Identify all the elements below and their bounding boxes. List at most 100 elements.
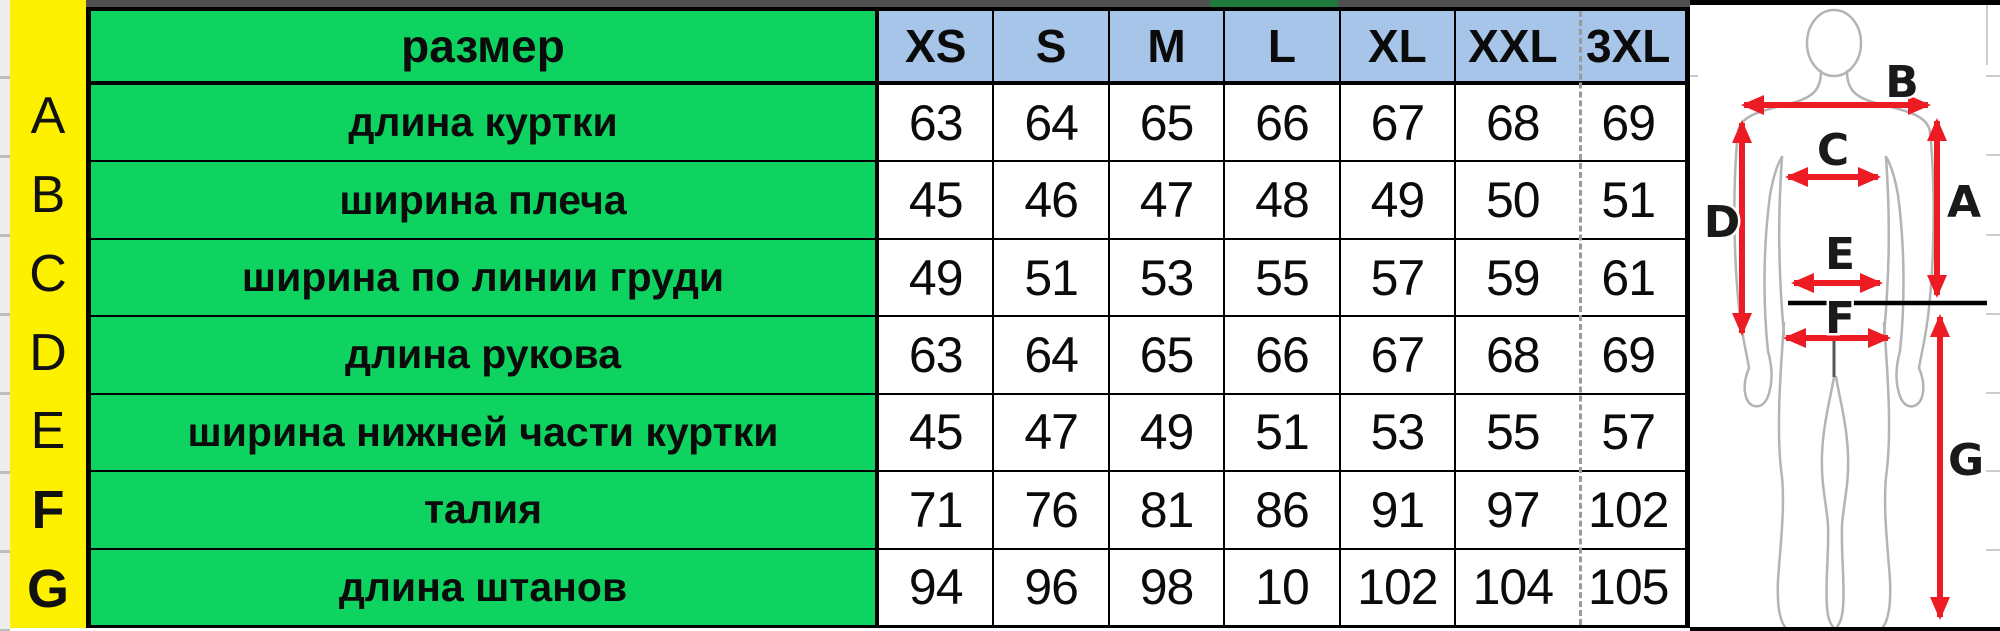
value-cell: 67 (1340, 85, 1457, 161)
measure-label-g: G (1948, 435, 1984, 486)
left-gutter (0, 0, 10, 631)
value-cell: 61 (1571, 239, 1685, 316)
size-header-cell: S (994, 11, 1110, 81)
value-cell: 46 (994, 162, 1110, 238)
value-cell: 68 (1456, 317, 1572, 393)
value-cell: 96 (994, 549, 1110, 625)
value-cell: 65 (1109, 317, 1226, 393)
row-label-cell: талия (91, 472, 879, 548)
value-cell: 49 (1340, 162, 1457, 238)
value-cell: 76 (994, 472, 1110, 548)
value-cell: 49 (1109, 394, 1226, 471)
table-row: ширина плеча 45 46 47 48 49 50 51 (91, 162, 1685, 240)
measure-label-d: D (1704, 197, 1741, 248)
value-cell: 102 (1571, 472, 1685, 548)
size-header-cell: M (1109, 11, 1226, 81)
value-cell: 98 (1109, 549, 1226, 625)
value-cell: 66 (1225, 317, 1341, 393)
row-label-cell: длина штанов (91, 549, 879, 625)
row-label-cell: длина куртки (91, 85, 879, 161)
value-cell: 69 (1571, 317, 1685, 393)
row-value-cells: 45 47 49 51 53 55 57 (879, 394, 1685, 471)
measure-label-b: B (1885, 57, 1919, 108)
measure-label-f: F (1825, 293, 1855, 344)
page-break-dashed-line (1579, 11, 1582, 625)
size-header-cell: L (1225, 11, 1341, 81)
row-value-cells: 63 64 65 66 67 68 69 (879, 317, 1685, 393)
value-cell: 45 (879, 162, 995, 238)
size-header-cell: XXL (1456, 11, 1572, 81)
figure-panel: B A C D E F G (1690, 0, 2000, 631)
size-header-cell: 3XL (1571, 11, 1685, 81)
header-row: размер XS S M L XL XXL 3XL (91, 11, 1685, 85)
value-cell: 55 (1225, 239, 1341, 316)
top-partial-row-strip (10, 0, 1690, 7)
value-cell: 105 (1571, 549, 1685, 625)
body-outline (1733, 8, 1935, 627)
value-cell: 86 (1225, 472, 1341, 548)
row-key: D (29, 323, 67, 382)
table-row: ширина по линии груди 49 51 53 55 57 59 61 (91, 239, 1685, 318)
value-cell: 63 (879, 317, 995, 393)
size-header-cell: XS (879, 11, 995, 81)
row-label-cell: длина рукова (91, 317, 879, 393)
row-key: A (30, 87, 66, 146)
row-key: E (30, 402, 66, 461)
gridline-stubs (1690, 5, 2000, 551)
value-cell: 81 (1109, 472, 1226, 548)
table-row: талия 71 76 81 86 91 97 102 (91, 472, 1685, 550)
value-cell: 59 (1456, 239, 1572, 316)
value-cell: 91 (1340, 472, 1457, 548)
table-row: длина куртки 63 64 65 66 67 68 69 (91, 85, 1685, 163)
value-cell: 102 (1340, 549, 1457, 625)
table-body: длина куртки 63 64 65 66 67 68 69 ширина плеча 45… (91, 85, 1685, 625)
corner-header-cell: размер (91, 11, 879, 81)
row-value-cells: 71 76 81 86 91 97 102 (879, 472, 1685, 548)
table-row: длина штанов 94 96 98 10 102 104 105 (91, 549, 1685, 625)
row-key: G (26, 558, 69, 619)
value-cell: 50 (1456, 162, 1572, 238)
size-header-cells: XS S M L XL XXL 3XL (879, 11, 1685, 81)
value-cell: 45 (879, 394, 995, 471)
measure-label-e: E (1825, 229, 1855, 280)
value-cell: 47 (994, 394, 1110, 471)
row-value-cells: 94 96 98 10 102 104 105 (879, 549, 1685, 625)
value-cell: 51 (1225, 394, 1341, 471)
value-cell: 53 (1340, 394, 1457, 471)
body-measurement-diagram: B A C D E F G (1690, 5, 2000, 627)
top-strip-accent (1210, 0, 1338, 7)
value-cell: 51 (994, 239, 1110, 316)
value-cell: 47 (1109, 162, 1226, 238)
row-value-cells: 63 64 65 66 67 68 69 (879, 85, 1685, 161)
value-cell: 49 (879, 239, 995, 316)
row-label-cell: ширина плеча (91, 162, 879, 238)
value-cell: 53 (1109, 239, 1226, 316)
size-table: размер XS S M L XL XXL 3XL длина куртки 63 64 65 6… (86, 7, 1690, 628)
measure-label-c: C (1817, 125, 1849, 176)
row-key: F (31, 479, 65, 540)
value-cell: 48 (1225, 162, 1341, 238)
value-cell: 104 (1456, 549, 1572, 625)
value-cell: 55 (1456, 394, 1572, 471)
table-row: длина рукова 63 64 65 66 67 68 69 (91, 317, 1685, 395)
value-cell: 94 (879, 549, 995, 625)
row-key: C (29, 244, 67, 303)
value-cell: 51 (1571, 162, 1685, 238)
value-cell: 57 (1340, 239, 1457, 316)
row-value-cells: 49 51 53 55 57 59 61 (879, 239, 1685, 316)
value-cell: 71 (879, 472, 995, 548)
value-cell: 10 (1225, 549, 1341, 625)
measure-label-a: A (1947, 177, 1981, 228)
row-key: B (30, 166, 66, 225)
value-cell: 66 (1225, 85, 1341, 161)
value-cell: 64 (994, 317, 1110, 393)
row-value-cells: 45 46 47 48 49 50 51 (879, 162, 1685, 238)
size-header-cell: XL (1340, 11, 1457, 81)
value-cell: 63 (879, 85, 995, 161)
row-label-cell: ширина по линии груди (91, 239, 879, 316)
row-label-cell: ширина нижней части куртки (91, 394, 879, 471)
value-cell: 67 (1340, 317, 1457, 393)
